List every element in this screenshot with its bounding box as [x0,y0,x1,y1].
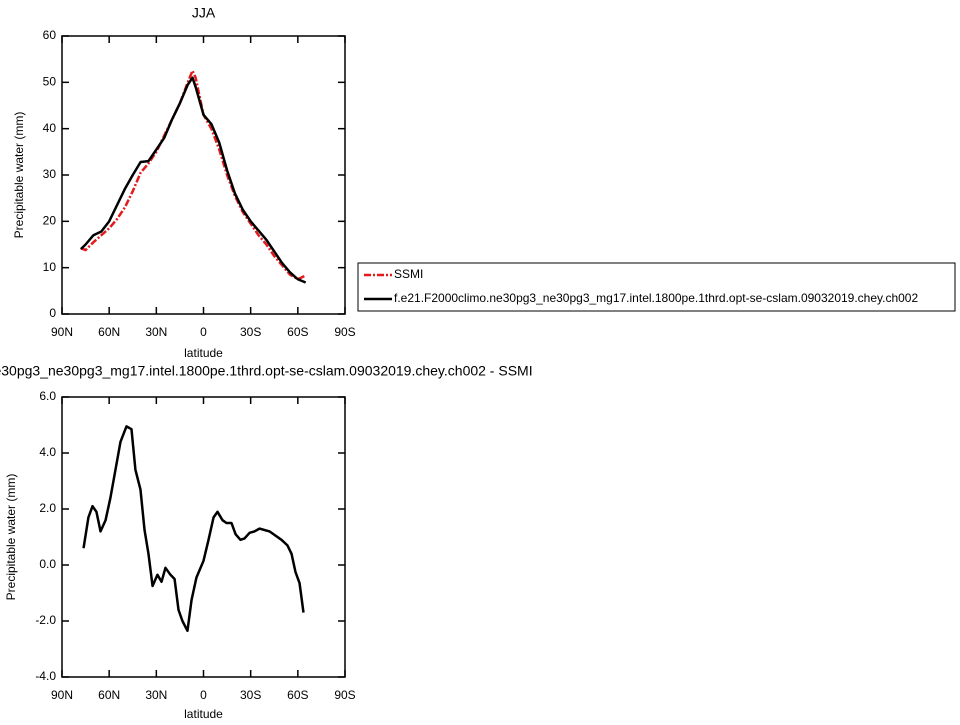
plot-panel: f.e21.F2000climo.ne30pg3_ne30pg3_mg17.in… [0,363,533,721]
x-tick-label: 90N [51,688,73,702]
x-tick-label: 0 [200,325,207,339]
plot-panel: JJA latitude Precipitable water (mm) 0 10 20 3… [12,5,956,360]
y-tick-label: 6.0 [39,389,56,403]
y-tick-label: 50 [43,75,57,89]
x-tick-label: 90N [51,325,73,339]
y-tick-label: 40 [43,121,57,135]
x-tick-label: 90S [334,325,355,339]
plot-frame [61,396,346,678]
y-tick-label: 10 [43,260,57,274]
plot-frame [61,35,346,315]
y-tick-label: 30 [43,167,57,181]
x-axis-label: latitude [184,707,223,721]
legend-label: f.e21.F2000climo.ne30pg3_ne30pg3_mg17.in… [394,291,918,305]
x-tick-label: 30S [240,325,261,339]
y-tick-label: -2.0 [35,613,56,627]
y-tick-label: 2.0 [39,501,56,515]
y-tick-label: 60 [43,28,57,42]
x-axis-label: latitude [184,346,223,360]
legend-box [357,262,956,312]
x-tick-label: 60S [287,688,308,702]
legend-label: SSMI [394,267,423,281]
x-tick-label: 30S [240,688,261,702]
data-line [80,69,307,281]
x-tick-label: 60S [287,325,308,339]
x-tick-label: 90S [334,688,355,702]
x-tick-label: 60N [98,688,120,702]
y-tick-label: 4.0 [39,445,56,459]
chart-title: JJA [192,5,216,21]
legend: SSMI f.e21.F2000climo.ne30pg3_ne30pg3_mg1… [357,262,956,312]
x-tick-label: 30N [145,325,167,339]
x-tick-label: 60N [98,325,120,339]
y-tick-label: 0 [49,306,56,320]
y-tick-label: -4.0 [35,669,56,683]
data-line [79,76,307,284]
chart-title: f.e21.F2000climo.ne30pg3_ne30pg3_mg17.in… [0,363,533,379]
data-line [82,425,305,633]
y-tick-label: 0.0 [39,557,56,571]
x-tick-label: 30N [145,688,167,702]
y-tick-label: 20 [43,214,57,228]
x-tick-label: 0 [200,688,207,702]
y-axis-label: Precipitable water (mm) [12,112,26,239]
y-axis-label: Precipitable water (mm) [4,474,18,601]
